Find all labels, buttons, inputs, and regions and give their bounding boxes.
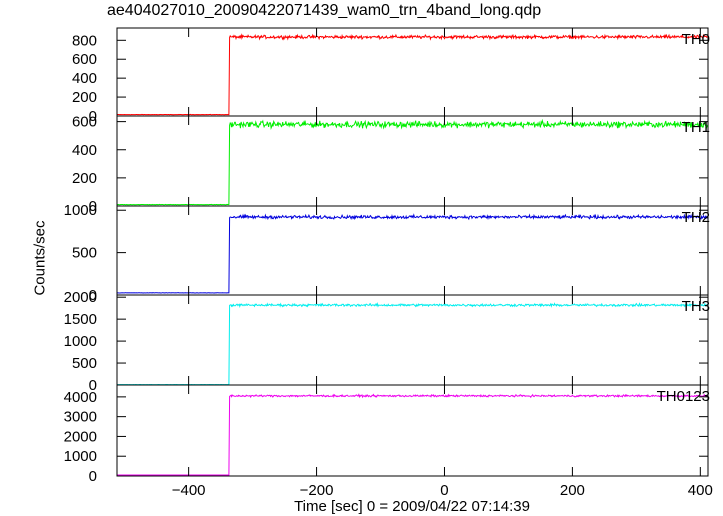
y-tick-label: 400 <box>72 70 97 87</box>
y-tick-label: 3000 <box>64 409 97 426</box>
x-tick-label: 0 <box>440 482 448 499</box>
panel-frame-th0123 <box>116 384 709 477</box>
x-axis-label: Time [sec] 0 = 2009/04/22 07:14:39 <box>294 498 530 515</box>
y-tick-label: 1000 <box>64 333 97 350</box>
y-tick-label: 0 <box>89 108 97 125</box>
series-line-th3 <box>116 302 709 386</box>
y-tick-label: 600 <box>72 51 97 68</box>
panel-frame-th2 <box>116 205 709 296</box>
x-tick-label: 400 <box>688 482 713 499</box>
y-tick-label: 200 <box>72 89 97 106</box>
y-tick-label: 1000 <box>64 448 97 465</box>
chart-title: ae404027010_20090422071439_wam0_trn_4ban… <box>107 2 542 19</box>
x-tick-label: −400 <box>172 482 206 499</box>
panel-frame-th0 <box>116 27 709 117</box>
y-tick-label: 800 <box>72 32 97 49</box>
y-tick-label: 500 <box>72 355 97 372</box>
y-tick-label: 2000 <box>64 289 97 306</box>
y-tick-label: 0 <box>89 377 97 394</box>
y-tick-label: 0 <box>89 198 97 215</box>
y-tick-label: 0 <box>89 468 97 485</box>
panel-label-th3: TH3 <box>682 298 710 315</box>
y-tick-label: 1000 <box>64 202 97 219</box>
y-tick-label: 0 <box>89 287 97 304</box>
panel-frame-th3 <box>116 294 709 386</box>
y-tick-label: 4000 <box>64 389 97 406</box>
panel-frame-th1 <box>116 115 709 207</box>
y-tick-label: 2000 <box>64 428 97 445</box>
panel-label-th0: TH0 <box>682 31 710 48</box>
series-line-th2 <box>116 213 709 294</box>
x-tick-label: 200 <box>560 482 585 499</box>
series-line-th1 <box>116 118 709 206</box>
series-line-th0123 <box>117 393 709 476</box>
y-tick-label: 500 <box>72 245 97 262</box>
y-tick-label: 400 <box>72 142 97 159</box>
y-tick-label: 600 <box>72 114 97 131</box>
panel-label-th2: TH2 <box>682 209 710 226</box>
x-tick-label: −200 <box>300 482 334 499</box>
y-tick-label: 200 <box>72 170 97 187</box>
panel-label-th1: TH1 <box>682 119 710 136</box>
panel-label-th0123: TH0123 <box>657 388 710 405</box>
y-tick-label: 1500 <box>64 311 97 328</box>
series-line-th0 <box>116 33 709 116</box>
